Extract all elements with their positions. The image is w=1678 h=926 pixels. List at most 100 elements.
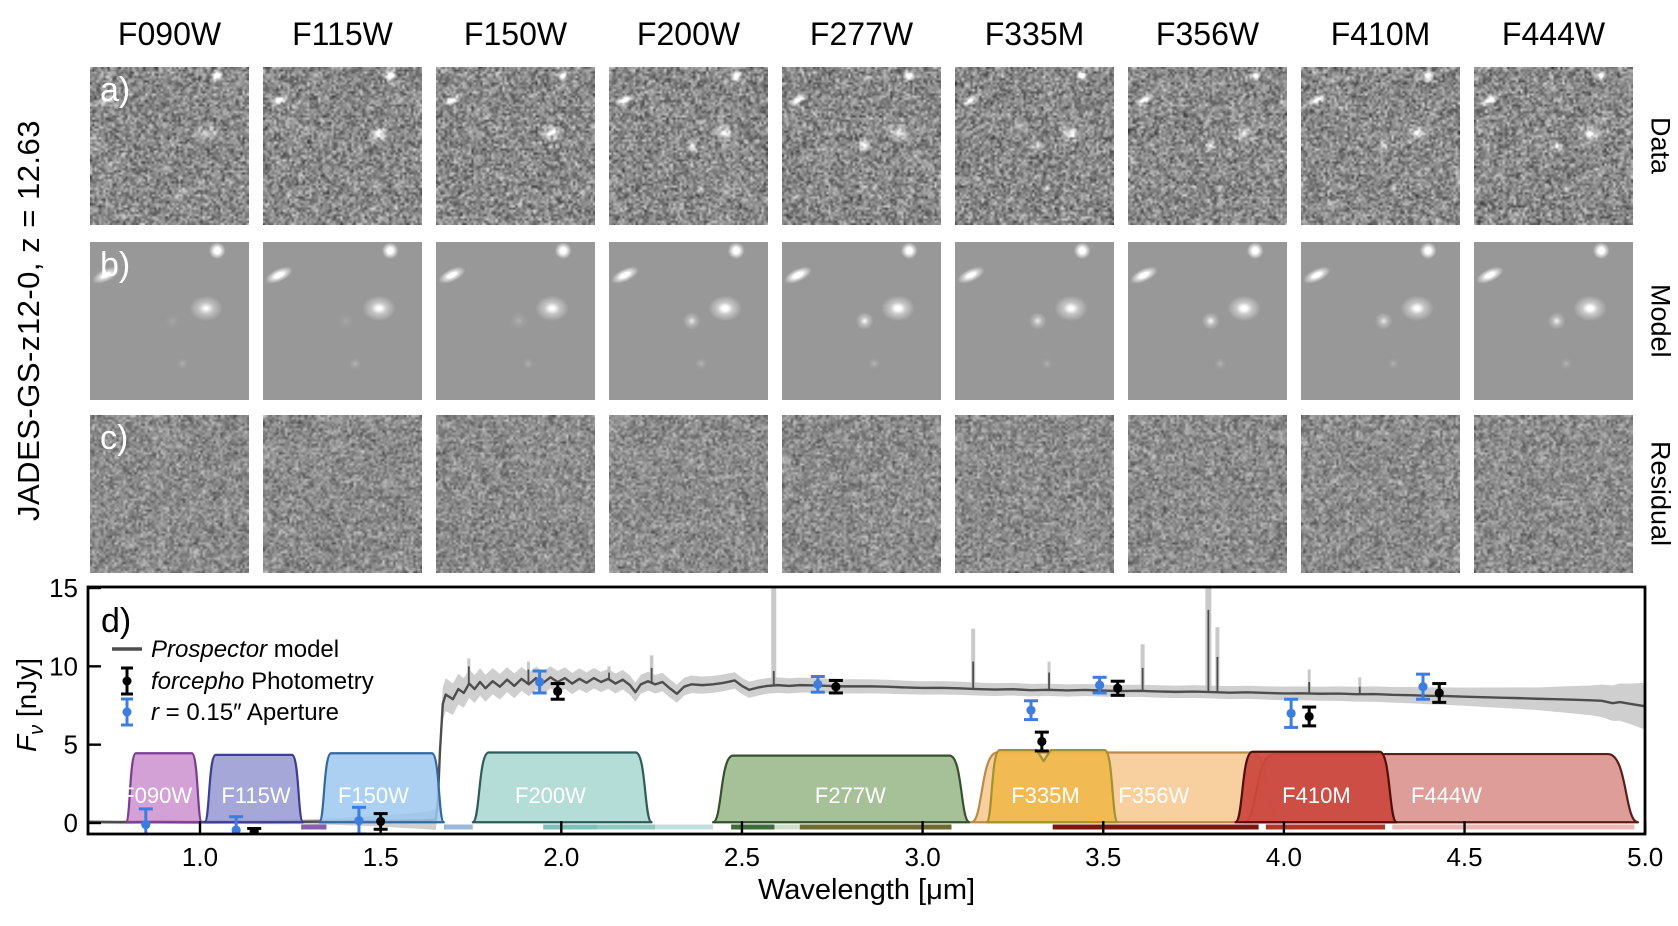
plot-frame [86, 585, 1647, 836]
aperture-photometry [1284, 697, 1299, 729]
filter-tail-segment-1 [443, 824, 473, 830]
panel-label-a: a) [100, 71, 131, 109]
cutout-residual-F150W [436, 415, 595, 573]
aperture-photometry-point [354, 816, 364, 826]
x-tick-label: 4.5 [1446, 842, 1482, 872]
cutout-image-model-F150W [436, 242, 595, 400]
filter-header-F200W: F200W [636, 15, 741, 52]
cutout-image-model-F444W [1474, 242, 1633, 400]
cutout-image-residual-F410M [1301, 415, 1460, 573]
x-tick-label: 1.0 [182, 842, 218, 872]
cutout-residual-F277W [782, 415, 941, 573]
aperture-photometry-point [1026, 705, 1036, 715]
filter-header-F410M: F410M [1330, 15, 1431, 52]
y-tick-label: 0 [64, 808, 78, 838]
filter-curve-F115W [203, 753, 305, 824]
filter-label-F090W: F090W [121, 783, 192, 808]
aperture-photometry [810, 675, 825, 694]
legend-label-0: Prospector model [151, 636, 339, 663]
y-label-F: F [11, 733, 42, 752]
cutout-image-model-F356W [1128, 242, 1287, 400]
aperture-photometry [138, 807, 153, 834]
filter-label-F277W: F277W [815, 783, 886, 808]
cutout-image-model-F277W [782, 242, 941, 400]
filter-tail-segment-9 [1265, 824, 1386, 830]
cutout-image-residual-F115W [263, 415, 422, 573]
aperture-photometry-point [813, 679, 823, 689]
y-tick-label: 5 [64, 730, 78, 760]
filter-curve-F200W [471, 751, 653, 824]
x-tick-label: 5.0 [1627, 842, 1663, 872]
cutout-image-residual-F444W [1474, 415, 1633, 573]
cutout-image-data-F277W [782, 67, 941, 225]
aperture-photometry [229, 815, 244, 834]
cutout-image-model-F200W [609, 242, 768, 400]
filter-label-F356W: F356W [1118, 783, 1189, 808]
filter-curve-F410M [1234, 750, 1398, 824]
legend-label-italic: forcepho [151, 668, 244, 695]
cutout-residual-F115W [263, 415, 422, 573]
cutout-data-F277W [782, 67, 941, 225]
y-tick-label: 15 [49, 573, 78, 603]
cutout-residual-F356W [1128, 415, 1287, 573]
x-axis-label: Wavelength [μm] [758, 874, 975, 906]
cutout-residual-F444W [1474, 415, 1633, 573]
filter-header-F335M: F335M [984, 15, 1085, 52]
filter-tail-segment-8 [1052, 824, 1259, 830]
filter-label-F115W: F115W [221, 783, 291, 808]
cutout-data-F115W [263, 67, 422, 225]
cutout-model-F335M [955, 242, 1114, 400]
cutout-model-F444W [1474, 242, 1633, 400]
cutout-image-model-F410M [1301, 242, 1460, 400]
cutout-image-model-F115W [263, 242, 422, 400]
panel-label-d: d) [101, 602, 131, 640]
cutout-data-F150W [436, 67, 595, 225]
legend-label-italic: Prospector [151, 636, 268, 663]
filter-header-F277W: F277W [809, 15, 914, 52]
aperture-photometry-point [535, 677, 545, 687]
x-tick-label: 3.0 [905, 842, 941, 872]
cutout-model-F200W [609, 242, 768, 400]
filter-label-F150W: F150W [338, 783, 409, 808]
forcepho-photometry [1034, 730, 1049, 753]
filter-tail-segment-5 [731, 824, 775, 830]
x-tick-label: 3.5 [1085, 842, 1121, 872]
filter-tail-segment-10 [1392, 824, 1635, 830]
cutout-image-data-F356W [1128, 67, 1287, 225]
filter-header-F090W: F090W [117, 15, 222, 52]
cutout-image-residual-F090W [90, 415, 249, 573]
cutout-image-data-F335M [955, 67, 1114, 225]
legend-item-0: Prospector model [112, 636, 339, 663]
filter-label-F444W: F444W [1411, 783, 1482, 808]
aperture-photometry-point [1286, 708, 1296, 718]
filter-tail-segment-0 [301, 824, 327, 830]
legend-label-rest: = 0.15″ Aperture [159, 699, 339, 726]
cutout-image-data-F200W [609, 67, 768, 225]
legend-label-rest: Photometry [244, 668, 373, 695]
cutout-data-F410M [1301, 67, 1460, 225]
cutout-image-data-F410M [1301, 67, 1460, 225]
cutout-image-model-F335M [955, 242, 1114, 400]
filter-curve-F277W [711, 754, 971, 824]
cutout-image-data-F115W [263, 67, 422, 225]
cutout-model-F150W [436, 242, 595, 400]
cutout-residual-F090W [90, 415, 249, 573]
cutout-image-residual-F356W [1128, 415, 1287, 573]
legend-errorbar-dot [122, 676, 132, 686]
forcepho-photometry-point [249, 827, 259, 834]
cutout-residual-F335M [955, 415, 1114, 573]
forcepho-photometry [1110, 679, 1125, 697]
forcepho-photometry-point [831, 682, 841, 692]
cutout-data-F444W [1474, 67, 1633, 225]
cutout-model-F410M [1301, 242, 1460, 400]
cutout-data-F356W [1128, 67, 1287, 225]
legend-item-2: r = 0.15″ Aperture [121, 697, 339, 727]
row-label-data: Data [1645, 117, 1676, 175]
legend-item-1: forcepho Photometry [121, 666, 374, 696]
cutout-model-F356W [1128, 242, 1287, 400]
filter-tail-segment-3 [597, 824, 656, 830]
filter-tail-segment-7 [799, 824, 952, 830]
forcepho-photometry-point [553, 686, 563, 696]
filter-header-F356W: F356W [1155, 15, 1260, 52]
